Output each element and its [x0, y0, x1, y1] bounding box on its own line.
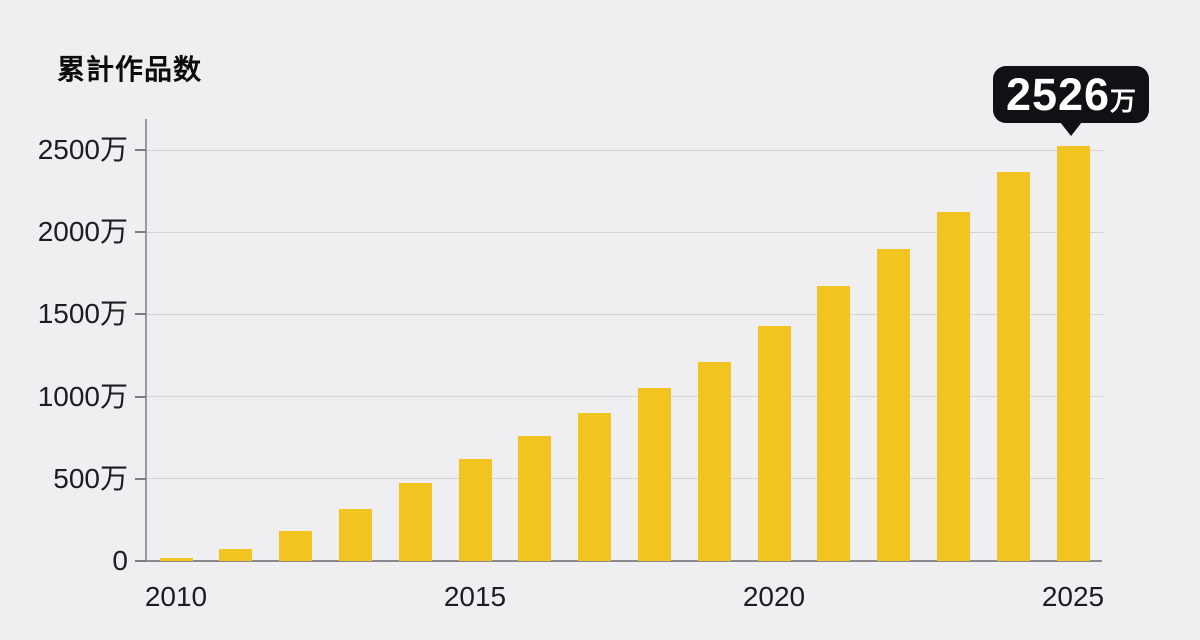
gridline-1500 — [147, 313, 1103, 315]
bar-2013 — [338, 509, 372, 561]
bar-2018 — [637, 388, 671, 561]
y-axis-label: 500万 — [53, 462, 128, 494]
x-axis-label: 2025 — [1041, 581, 1105, 612]
y-axis-label: 0 — [112, 545, 128, 576]
gridline-2000 — [147, 231, 1103, 233]
bar-2017 — [578, 413, 612, 561]
bar-2015 — [458, 459, 492, 561]
bar-2014 — [398, 482, 432, 561]
y-tick-2500 — [135, 149, 146, 151]
y-tick-1500 — [135, 313, 146, 316]
chart-title: 累計作品数 — [57, 54, 203, 85]
bar-2025 — [1056, 145, 1090, 561]
bar-2019 — [697, 362, 731, 561]
x-axis-label: 2010 — [144, 581, 208, 612]
y-axis-label: 2000万 — [37, 216, 128, 248]
bar-2016 — [518, 436, 552, 561]
y-tick-0 — [135, 560, 146, 562]
bar-2010 — [159, 557, 193, 561]
bar-2023 — [936, 211, 970, 561]
gridline-500 — [147, 478, 1103, 480]
bar-2022 — [877, 249, 911, 561]
value-callout: 2526万 — [993, 66, 1149, 123]
y-tick-2000 — [135, 231, 146, 234]
y-tick-500 — [135, 477, 146, 480]
y-axis-label: 2500万 — [37, 134, 128, 165]
callout-value: 2526 — [1005, 68, 1111, 120]
y-axis-line — [145, 119, 147, 562]
bar-2011 — [219, 548, 253, 561]
x-axis-label: 2020 — [742, 581, 806, 612]
bar-2012 — [279, 531, 313, 561]
callout-label: 2526万 — [1006, 69, 1136, 121]
y-axis-label: 1500万 — [37, 298, 128, 330]
callout-tail-icon — [1060, 122, 1082, 136]
x-axis-line — [145, 560, 1102, 562]
y-axis-label: 1000万 — [37, 380, 128, 412]
gridline-2500 — [147, 149, 1103, 151]
bar-2021 — [817, 286, 851, 561]
callout-unit: 万 — [1110, 85, 1137, 116]
x-axis-label: 2015 — [443, 581, 507, 612]
gridline-1000 — [147, 396, 1103, 398]
y-tick-1000 — [135, 395, 146, 398]
bar-2024 — [996, 172, 1030, 561]
bar-2020 — [757, 325, 791, 561]
